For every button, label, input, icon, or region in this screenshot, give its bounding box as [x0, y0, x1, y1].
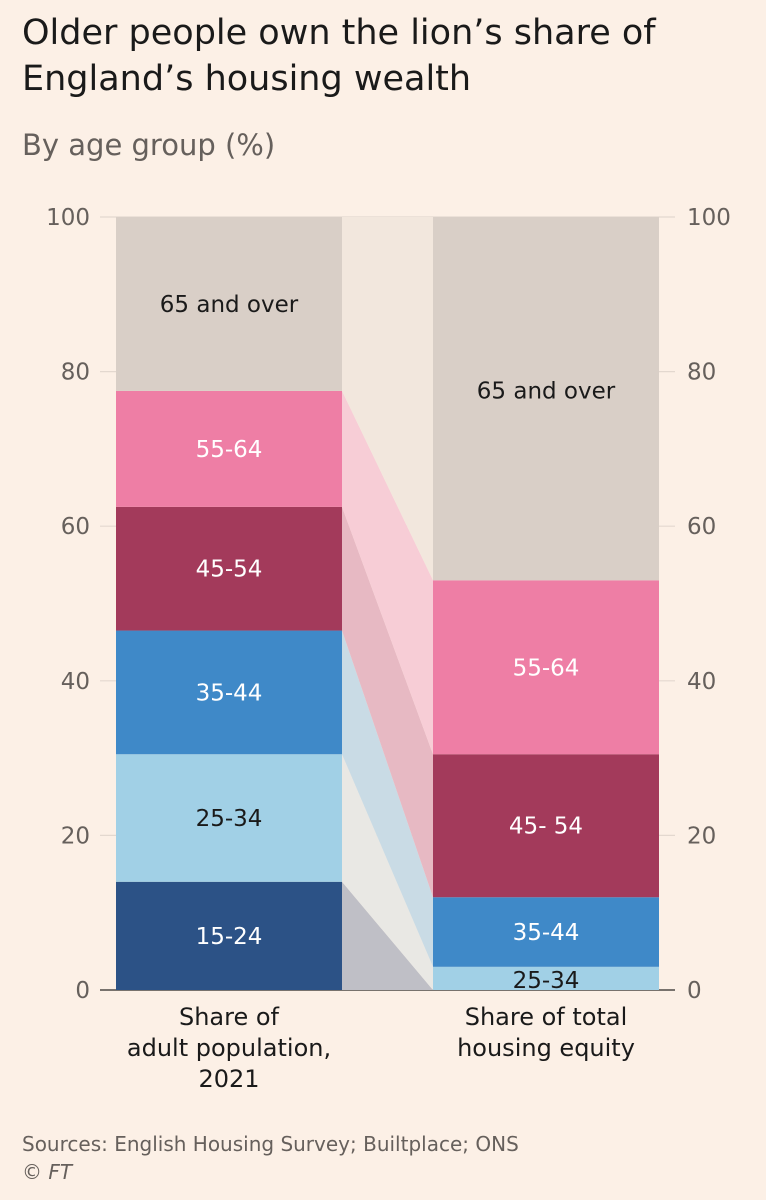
- band-35-44: [342, 630, 433, 967]
- bar-segments: [116, 217, 659, 990]
- stacked-bar-chart: 15-24 25-34 25-34 35-44 35-44 45-54 45- 54 55-6…: [46, 205, 731, 1093]
- x-category-line: 2021: [198, 1065, 259, 1093]
- y-tick-right-0: 0: [687, 978, 702, 1004]
- label-1-65-and-over: 65 and over: [160, 292, 299, 318]
- y-tick-left-20: 20: [61, 823, 90, 849]
- connector-bands: [342, 217, 433, 990]
- credit-text: © FT: [22, 1160, 73, 1184]
- band-55-64: [342, 390, 433, 755]
- x-category-line: housing equity: [457, 1034, 635, 1062]
- chart-subtitle: By age group (%): [22, 128, 276, 162]
- band-25-34: [342, 754, 433, 990]
- x-category-line: Share of: [179, 1003, 280, 1031]
- x-category-2: Share of total housing equity: [457, 1003, 635, 1062]
- label-1-35-44: 35-44: [196, 680, 263, 706]
- label-2-55-64: 55-64: [513, 655, 580, 681]
- label-2-35-44: 35-44: [513, 920, 580, 946]
- y-tick-right-40: 40: [687, 669, 716, 695]
- x-category-line: adult population,: [127, 1034, 331, 1062]
- bar-2-25-34: [433, 966, 659, 990]
- label-1-45-54: 45-54: [196, 557, 263, 583]
- y-tick-left-0: 0: [75, 978, 90, 1004]
- band-65-and-over: [342, 217, 433, 581]
- segment-labels: 15-24 25-34 25-34 35-44 35-44 45-54 45- 54 55-6…: [160, 292, 616, 994]
- label-2-45-54: 45- 54: [509, 814, 583, 840]
- bar-1-15-24: [116, 881, 342, 990]
- bar-2-45-54: [433, 754, 659, 898]
- bar-2-35-44: [433, 897, 659, 967]
- axis-layer: 0 0 20 20 40 40 60 60 80 80 100 100 Share of adult po…: [46, 205, 731, 1093]
- x-category-1: Share of adult population, 2021: [127, 1003, 331, 1093]
- x-category-line: Share of total: [465, 1003, 628, 1031]
- y-tick-left-60: 60: [61, 514, 90, 540]
- bar-2-65-and-over: [433, 217, 659, 581]
- y-tick-left-80: 80: [61, 360, 90, 386]
- chart-title: Older people own the lion’s share of Eng…: [22, 13, 656, 99]
- source-note: Sources: English Housing Survey; Builtpl…: [22, 1130, 519, 1186]
- y-tick-right-20: 20: [687, 823, 716, 849]
- bar-1-45-54: [116, 506, 342, 631]
- y-tick-right-100: 100: [687, 205, 731, 231]
- bar-2-55-64: [433, 580, 659, 755]
- y-tick-right-60: 60: [687, 514, 716, 540]
- label-2-25-34: 25-34: [513, 968, 580, 994]
- label-2-65-and-over: 65 and over: [477, 379, 616, 405]
- bar-1-35-44: [116, 630, 342, 755]
- bar-1-55-64: [116, 390, 342, 507]
- y-tick-left-40: 40: [61, 669, 90, 695]
- label-1-25-34: 25-34: [196, 806, 263, 832]
- y-tick-left-100: 100: [46, 205, 90, 231]
- label-1-55-64: 55-64: [196, 437, 263, 463]
- label-1-15-24: 15-24: [196, 924, 263, 950]
- bar-1-65-and-over: [116, 217, 342, 391]
- source-text: Sources: English Housing Survey; Builtpl…: [22, 1132, 519, 1156]
- band-45-54: [342, 506, 433, 898]
- bar-1-25-34: [116, 754, 342, 882]
- y-tick-right-80: 80: [687, 360, 716, 386]
